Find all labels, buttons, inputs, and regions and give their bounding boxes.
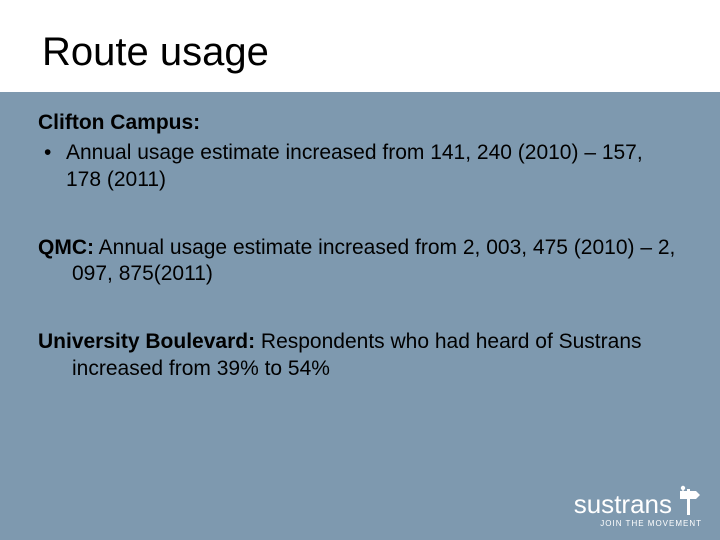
brand-wordmark: sustrans (574, 491, 672, 517)
brand-part-b: trans (614, 489, 672, 519)
ub-heading: University Boulevard: (38, 330, 255, 353)
section-clifton: Clifton Campus: • Annual usage estimate … (38, 110, 678, 193)
clifton-heading: Clifton Campus: (38, 110, 678, 136)
slide-body: Clifton Campus: • Annual usage estimate … (38, 110, 678, 424)
brand-tagline: JOIN THE MOVEMENT (574, 519, 702, 528)
clifton-bullet-text: Annual usage estimate increased from 141… (66, 140, 678, 193)
brand-logo: sustrans (574, 485, 702, 517)
section-ub: University Boulevard: Respondents who ha… (38, 329, 678, 382)
title-band: Route usage (0, 0, 720, 92)
qmc-text: Annual usage estimate increased from 2, … (72, 236, 675, 285)
footer: sustrans JOIN THE MOVEMENT (574, 485, 702, 528)
qmc-heading: QMC: (38, 236, 94, 259)
ub-line: University Boulevard: Respondents who ha… (38, 329, 678, 382)
brand-signpost-icon (676, 485, 702, 515)
clifton-bullet: • Annual usage estimate increased from 1… (38, 140, 678, 193)
slide-title: Route usage (42, 30, 269, 75)
section-qmc: QMC: Annual usage estimate increased fro… (38, 235, 678, 288)
qmc-line: QMC: Annual usage estimate increased fro… (38, 235, 678, 288)
brand-part-a: sus (574, 489, 614, 519)
bullet-icon: • (38, 140, 66, 166)
